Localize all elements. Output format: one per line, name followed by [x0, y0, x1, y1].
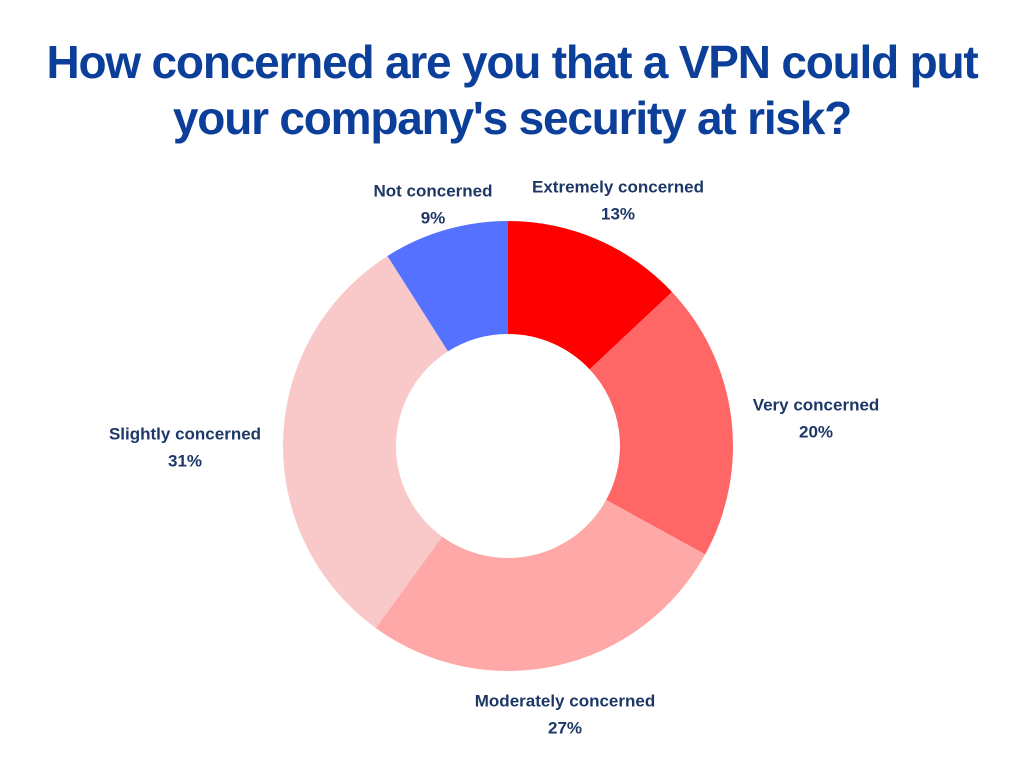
slice-value-label: 9%: [421, 208, 446, 227]
donut-slice: [589, 291, 733, 555]
slice-label: Not concerned: [373, 181, 492, 200]
donut-slice: [282, 256, 448, 629]
slice-value-label: 20%: [799, 422, 833, 441]
slice-label: Very concerned: [753, 395, 880, 414]
donut-slice: [387, 221, 508, 352]
chart-title: How concerned are you that a VPN could p…: [46, 36, 978, 144]
donut-slice: [375, 499, 706, 671]
donut-slice: [508, 221, 673, 370]
slice-label: Moderately concerned: [475, 691, 655, 710]
slice-label: Extremely concerned: [532, 177, 704, 196]
slice-value-label: 31%: [168, 451, 202, 470]
slice-value-label: 27%: [548, 718, 582, 737]
slice-label: Slightly concerned: [109, 424, 261, 443]
slice-value-label: 13%: [601, 204, 635, 223]
